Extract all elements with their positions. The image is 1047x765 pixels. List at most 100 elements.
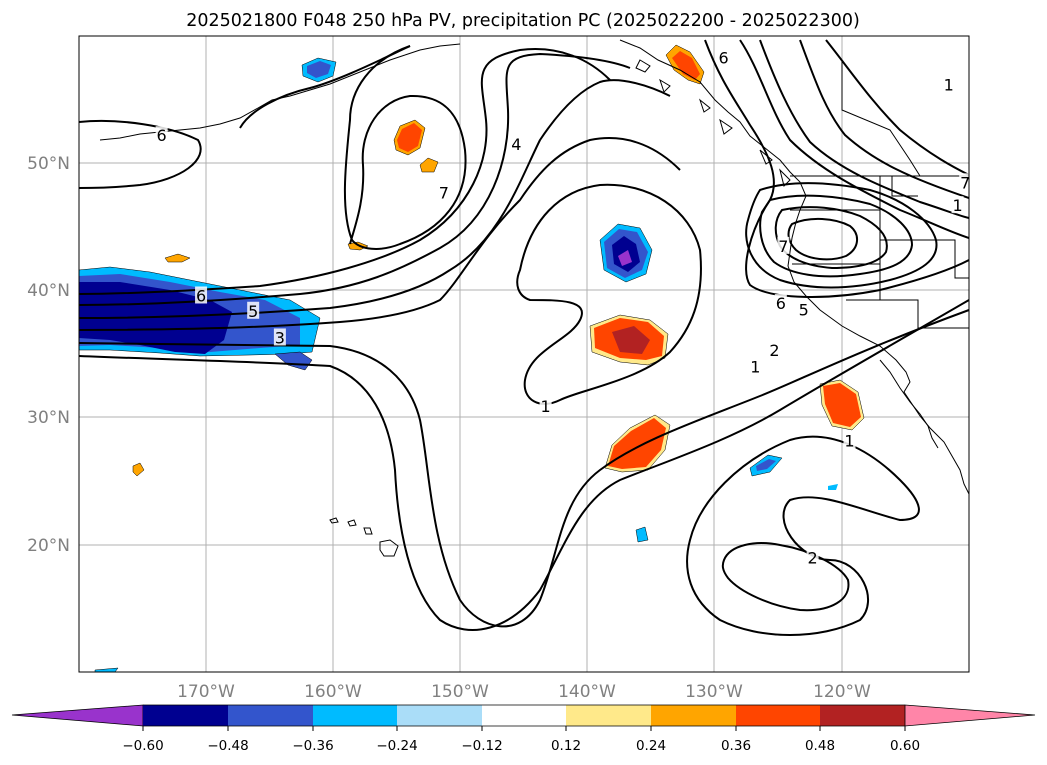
precip-negative-spot bbox=[307, 61, 331, 78]
contour-label-background bbox=[843, 431, 856, 449]
pv-contour bbox=[825, 39, 969, 176]
precip-positive-spot bbox=[419, 157, 439, 173]
colorbar-tick-label: 0.48 bbox=[805, 738, 835, 754]
coastline-hawaii bbox=[329, 517, 399, 557]
lon-label: 120°W bbox=[813, 682, 871, 702]
contour-label: 6 bbox=[196, 286, 206, 305]
contour-label-background bbox=[437, 183, 450, 201]
contour-label-background bbox=[774, 294, 787, 312]
colorbar-segment bbox=[397, 705, 482, 726]
precip-positive-blob bbox=[397, 123, 422, 152]
contour-label-background bbox=[273, 328, 286, 346]
contour-label: 6 bbox=[776, 294, 786, 313]
pv-contour bbox=[745, 182, 938, 289]
contour-label: 7 bbox=[439, 183, 449, 202]
pv-contour bbox=[79, 48, 611, 295]
lon-label: 170°W bbox=[177, 682, 235, 702]
colorbar-segment bbox=[820, 705, 905, 726]
contour-label-background bbox=[195, 286, 208, 304]
colorbar-outline bbox=[143, 704, 905, 727]
lat-label: 40°N bbox=[27, 281, 70, 301]
pv-contour bbox=[516, 183, 702, 405]
map-frame bbox=[78, 35, 970, 673]
contour-label-background bbox=[806, 548, 819, 566]
lon-label: 150°W bbox=[431, 682, 489, 702]
colorbar-tick-label: 0.12 bbox=[551, 738, 581, 754]
contour-label-background bbox=[749, 357, 762, 375]
precip-positive-spot bbox=[132, 462, 145, 477]
colorbar: −0.60 −0.48 −0.36 −0.24 −0.12 0.12 0.24 … bbox=[11, 704, 1036, 754]
pv-contour bbox=[759, 39, 969, 219]
pv-contour bbox=[79, 119, 202, 189]
colorbar-high-extend bbox=[904, 704, 1036, 727]
pv-contour bbox=[704, 39, 969, 298]
colorbar-segment bbox=[143, 705, 228, 726]
pv-contour bbox=[79, 52, 631, 306]
pv-contours bbox=[79, 39, 969, 636]
contour-label: 1 bbox=[541, 397, 551, 416]
pv-contour bbox=[79, 309, 969, 628]
pv-contour bbox=[739, 39, 969, 239]
precip-negative-spot bbox=[756, 459, 776, 471]
coastline-north-america bbox=[619, 39, 969, 495]
contour-label-background bbox=[797, 300, 810, 318]
colorbar-segment bbox=[313, 705, 397, 726]
precip-negative-spot bbox=[94, 667, 119, 672]
contour-label: 4 bbox=[511, 135, 521, 154]
pv-contour bbox=[759, 194, 914, 278]
pv-contour bbox=[799, 39, 969, 199]
contour-label: 3 bbox=[275, 328, 285, 347]
contour-label: 1 bbox=[952, 196, 962, 215]
contour-label: 2 bbox=[808, 549, 818, 568]
contour-label-background bbox=[942, 75, 955, 93]
pv-contour bbox=[787, 218, 858, 261]
colorbar-tick-label: −0.48 bbox=[207, 738, 248, 754]
precip-negative-spot bbox=[828, 484, 838, 490]
contour-label-background bbox=[951, 196, 964, 214]
precip-positive-blob bbox=[672, 51, 700, 80]
lon-label: 140°W bbox=[558, 682, 616, 702]
colorbar-segment bbox=[566, 705, 651, 726]
contour-label: 6 bbox=[719, 49, 729, 68]
lat-label: 20°N bbox=[27, 536, 70, 556]
pv-contour bbox=[343, 45, 467, 250]
colorbar-segment bbox=[228, 705, 313, 726]
pv-contour bbox=[721, 542, 850, 612]
border bbox=[841, 60, 921, 177]
contour-label: 7 bbox=[960, 173, 970, 192]
border bbox=[846, 299, 969, 329]
pv-contour bbox=[686, 435, 920, 636]
lon-label: 160°W bbox=[304, 682, 362, 702]
lon-label: 130°W bbox=[685, 682, 743, 702]
precipitation-shading bbox=[79, 44, 865, 672]
contour-label: 1 bbox=[944, 75, 954, 94]
precip-negative-core bbox=[79, 282, 232, 354]
contour-label-background bbox=[777, 236, 790, 254]
contour-label-background bbox=[155, 126, 168, 144]
colorbar-tick-label: −0.36 bbox=[292, 738, 333, 754]
precip-negative-blob bbox=[618, 250, 632, 266]
contour-label: 6 bbox=[157, 126, 167, 145]
colorbar-tick-label: −0.60 bbox=[122, 738, 163, 754]
contour-label-background bbox=[768, 341, 781, 359]
coastline-alaska-south bbox=[404, 43, 461, 56]
precip-positive-blob bbox=[823, 383, 861, 427]
pv-contour bbox=[79, 137, 681, 331]
colorbar-segment bbox=[482, 705, 566, 726]
precip-positive-blob bbox=[612, 326, 650, 354]
pv-contour bbox=[79, 299, 969, 631]
contour-label: 5 bbox=[248, 302, 258, 321]
precip-negative-spot bbox=[635, 526, 649, 543]
coastline-baja bbox=[879, 359, 939, 449]
contour-label: 1 bbox=[844, 431, 854, 450]
contour-label-background bbox=[539, 397, 552, 415]
contour-label-background bbox=[959, 173, 969, 191]
precip-positive-spot bbox=[164, 253, 191, 263]
contour-label: 2 bbox=[769, 341, 779, 360]
map-title: 2025021800 F048 250 hPa PV, precipitatio… bbox=[186, 11, 860, 31]
border bbox=[891, 176, 918, 197]
border bbox=[879, 176, 969, 279]
colorbar-tick-label: 0.36 bbox=[721, 738, 751, 754]
